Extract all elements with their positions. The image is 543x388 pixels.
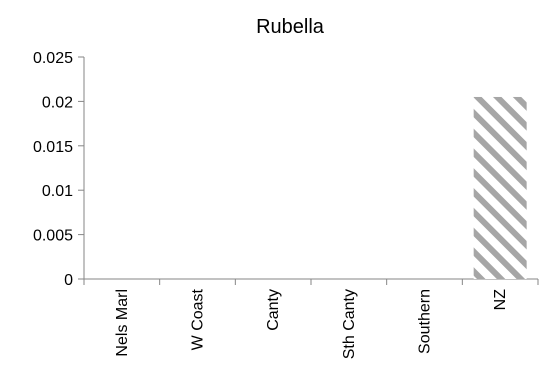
x-tick-label: Southern xyxy=(417,289,434,354)
x-tick-label: NZ xyxy=(492,289,509,311)
y-tick-label: 0.005 xyxy=(33,228,73,245)
bars xyxy=(473,96,527,280)
chart-title: Rubella xyxy=(256,16,325,38)
y-tick-label: 0.015 xyxy=(33,139,73,156)
y-tick-label: 0.01 xyxy=(42,183,73,200)
bar-nz xyxy=(473,96,527,280)
x-axis: Nels Marl W Coast Canty Sth Canty Southern NZ xyxy=(83,278,539,359)
y-axis: 0 0.005 0.01 0.015 0.02 0.025 xyxy=(33,50,85,289)
y-tick-label: 0.02 xyxy=(42,94,73,111)
x-tick-label: Canty xyxy=(265,289,282,331)
x-tick-label: Nels Marl xyxy=(114,289,131,357)
x-tick-label: W Coast xyxy=(190,288,207,350)
y-tick-label: 0 xyxy=(64,272,73,289)
y-tick-label: 0.025 xyxy=(33,50,73,67)
x-tick-label: Sth Canty xyxy=(341,289,358,359)
